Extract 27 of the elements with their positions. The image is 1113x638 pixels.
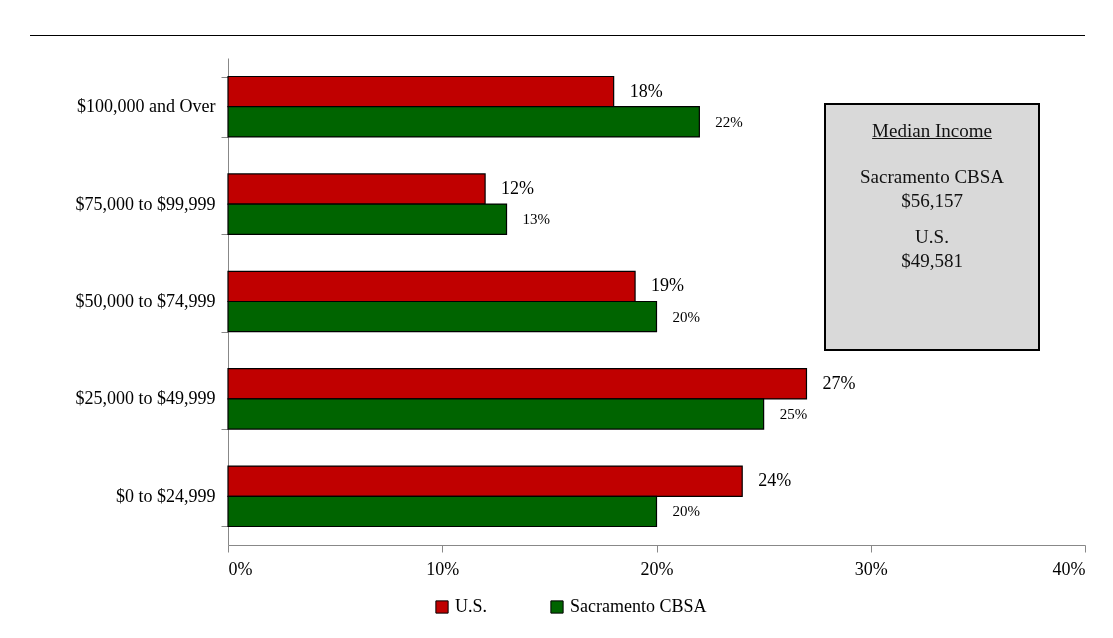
legend-label: U.S.	[455, 596, 488, 616]
data-label: 22%	[715, 113, 743, 130]
x-tick-label: 0%	[228, 558, 253, 579]
data-label: 25%	[779, 406, 808, 422]
x-tick-label: 40%	[1052, 558, 1086, 579]
data-label: 13%	[522, 211, 551, 228]
legend-label: Sacramento CBSA	[570, 596, 707, 616]
y-tick-label: $100,000 and Over	[77, 96, 216, 117]
data-label: 19%	[651, 275, 685, 296]
annotation: U.S.	[914, 225, 950, 249]
data-label: 12%	[501, 178, 535, 198]
x-tick-label: 30%	[854, 558, 888, 579]
y-tick-label: $75,000 to $99,999	[75, 193, 216, 214]
data-label: 24%	[758, 470, 792, 491]
annotation: Sacramento CBSA	[858, 165, 1006, 189]
annotation: $49,581	[900, 249, 964, 273]
annotation: $56,157	[900, 189, 964, 213]
y-tick-label: $25,000 to $49,999	[75, 388, 216, 409]
annotation: Median Income	[871, 119, 993, 143]
data-label: 20%	[672, 503, 700, 520]
data-label: 20%	[672, 308, 700, 325]
y-tick-label: $50,000 to $74,999	[75, 291, 216, 311]
y-tick-label: $0 to $24,999	[115, 485, 216, 506]
data-label: 27%	[822, 372, 856, 393]
data-label: 18%	[629, 80, 663, 101]
x-tick-label: 20%	[640, 558, 674, 579]
x-tick-label: 10%	[426, 558, 460, 579]
